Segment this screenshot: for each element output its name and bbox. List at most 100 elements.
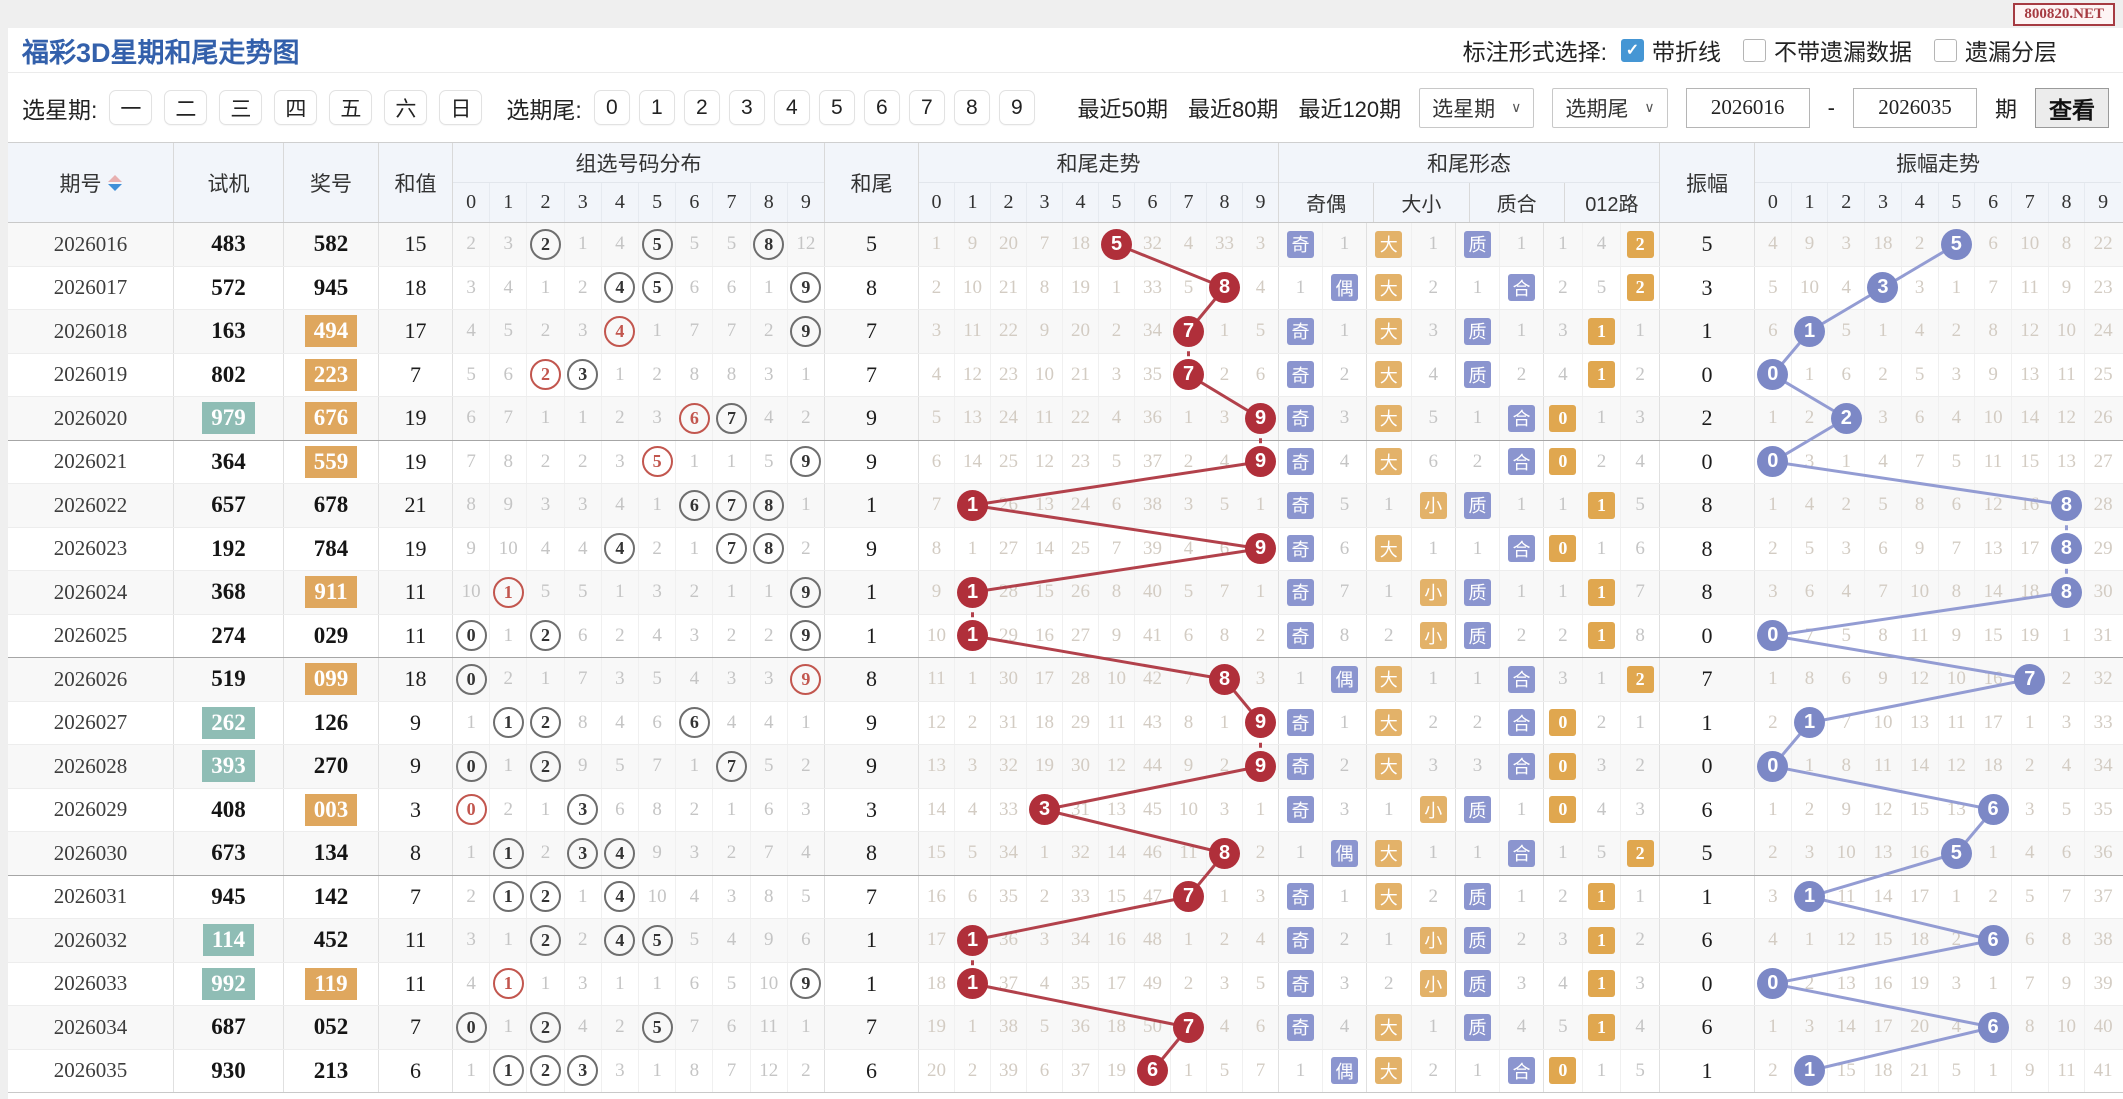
amp-cell: 2 (1660, 397, 1755, 440)
column-header-tail-trend-sub-9: 9 (1255, 191, 1266, 213)
week-button-7[interactable]: 日 (439, 90, 483, 125)
tail-button-1[interactable]: 1 (638, 90, 675, 125)
tail-button-3[interactable]: 3 (728, 90, 765, 125)
range-suffix: 期 (1994, 96, 2017, 122)
miss-count: 1 (726, 450, 737, 472)
amp-trend-section-cell: 35 (2085, 789, 2121, 832)
annotation-option-1[interactable]: 不带遗漏数据 (1743, 33, 1912, 67)
tail-button-4[interactable]: 4 (773, 90, 810, 125)
tail-trend-section-cell: 24 (991, 397, 1027, 440)
tail-trend-section-cell: 1 (955, 614, 991, 657)
tail-trend-section-cell: 5 (1027, 1006, 1063, 1049)
tail-button-8[interactable]: 8 (953, 90, 990, 125)
column-header-shiji: 试机 (174, 143, 284, 222)
pattern-badge: 小 (1419, 491, 1447, 519)
road-section-cell: 1 (1544, 484, 1583, 527)
miss-count: 3 (615, 1059, 625, 1081)
odd-even-section-cell: 奇 (1279, 745, 1323, 788)
annotation-options: ✓ 带折线 不带遗漏数据 遗漏分层 (1621, 33, 2057, 67)
tail-trend-section-cell: 7 (1027, 223, 1063, 266)
amp-trend-section-cell: 3 (1792, 1006, 1829, 1049)
amp-trend-section-cell: 18 (1975, 745, 2012, 788)
tail-button-6[interactable]: 6 (863, 90, 900, 125)
amp-trend-section-cell: 3 (1939, 962, 1976, 1005)
dist-section-cell: 3 (565, 788, 602, 831)
miss-count: 9 (2025, 1059, 2035, 1081)
road-section-cell: 1 (1621, 876, 1659, 919)
chevron-down-icon: ∨ (1644, 99, 1655, 115)
week-button-4[interactable]: 四 (274, 90, 318, 125)
big-small-section-cell: 小 (1412, 484, 1456, 527)
tail-button-7[interactable]: 7 (908, 90, 945, 125)
shiji-number: 483 (211, 231, 246, 257)
miss-count: 45 (1143, 798, 1162, 820)
tail-button-9[interactable]: 9 (998, 90, 1035, 125)
miss-count: 17 (1910, 885, 1930, 907)
tail-select[interactable]: 选期尾 ∨ (1552, 87, 1668, 128)
miss-count: 14 (963, 450, 982, 472)
amp-ball: 1 (1794, 1055, 1826, 1087)
range-from-input[interactable] (1685, 87, 1810, 128)
miss-count: 5 (577, 581, 588, 603)
tail-button-2[interactable]: 2 (683, 90, 720, 125)
tail-trend-section-cell: 3 (1207, 397, 1243, 440)
tail-trend-section-cell: 6 (1027, 1049, 1063, 1092)
week-button-6[interactable]: 六 (384, 90, 428, 125)
miss-count: 3 (577, 972, 588, 994)
pattern-badge: 质 (1464, 1013, 1491, 1041)
dist-section-cell: 2 (527, 1049, 565, 1092)
amp-trend-section-cell: 5 (1939, 440, 1976, 483)
miss-count: 1 (1428, 537, 1439, 559)
miss-count: 18 (1035, 711, 1054, 733)
unchecked-checkbox-icon[interactable] (1934, 38, 1957, 62)
week-button-5[interactable]: 五 (329, 90, 373, 125)
miss-count: 8 (689, 363, 700, 385)
miss-count: 3 (1635, 798, 1645, 820)
tail-trend-section-cell: 24 (1063, 484, 1099, 527)
annotation-option-2[interactable]: 遗漏分层 (1934, 33, 2057, 67)
amp-trend-section-cell: 6 (1975, 919, 2012, 962)
recent-link-0[interactable]: 最近50期 (1077, 96, 1168, 122)
recent-link-1[interactable]: 最近80期 (1187, 96, 1279, 122)
miss-count: 36 (1143, 407, 1162, 429)
miss-count: 4 (1219, 450, 1230, 472)
prize-cell: 223 (284, 353, 379, 396)
tail-ball: 1 (957, 968, 988, 1000)
miss-count: 4 (689, 885, 700, 907)
tail-value: 6 (866, 1057, 877, 1083)
annotation-option-0[interactable]: ✓ 带折线 (1621, 33, 1721, 67)
miss-count: 44 (1143, 755, 1162, 777)
prime-comp-section-cell: 合 (1500, 832, 1543, 875)
recent-link-2[interactable]: 最近120期 (1298, 96, 1402, 122)
tail-value: 8 (866, 274, 877, 300)
week-select[interactable]: 选星期 ∨ (1419, 87, 1535, 128)
dist-section-cell: 9 (453, 527, 491, 570)
dist-section-cell: 2 (713, 832, 751, 875)
miss-count: 4 (1768, 233, 1778, 255)
big-small-section-cell: 3 (1412, 745, 1456, 788)
amp-trend-section: 1 2 2 3 6 4 10 14 12 26 (1755, 397, 2121, 440)
table-header: 期号 试机 奖号 和值 组选号码分布 0 1 2 3 4 5 6 7 8 9 和尾 和尾走势 0 1 2 3 4 5 6 7 8 9… (8, 143, 2123, 223)
miss-count: 3 (1558, 929, 1568, 951)
checked-checkbox-icon[interactable]: ✓ (1621, 38, 1644, 62)
road-section-cell: 1 (1583, 310, 1622, 353)
week-button-3[interactable]: 三 (219, 90, 263, 125)
digit-hit-circle: 2 (530, 1055, 561, 1087)
pattern-badge: 奇 (1287, 317, 1314, 345)
dist-section-cell: 6 (676, 484, 714, 527)
unchecked-checkbox-icon[interactable] (1743, 38, 1766, 62)
view-button[interactable]: 查看 (2035, 87, 2109, 128)
pattern-badge: 大 (1375, 665, 1403, 693)
tail-button-5[interactable]: 5 (818, 90, 855, 125)
miss-count: 5 (1596, 276, 1607, 298)
week-button-1[interactable]: 一 (109, 90, 153, 125)
miss-count: 8 (1635, 624, 1645, 646)
miss-count: 9 (1988, 363, 1998, 385)
tail-button-0[interactable]: 0 (593, 90, 630, 125)
column-header-issue[interactable]: 期号 (8, 143, 174, 222)
week-button-2[interactable]: 二 (164, 90, 208, 125)
range-to-input[interactable] (1852, 87, 1977, 128)
